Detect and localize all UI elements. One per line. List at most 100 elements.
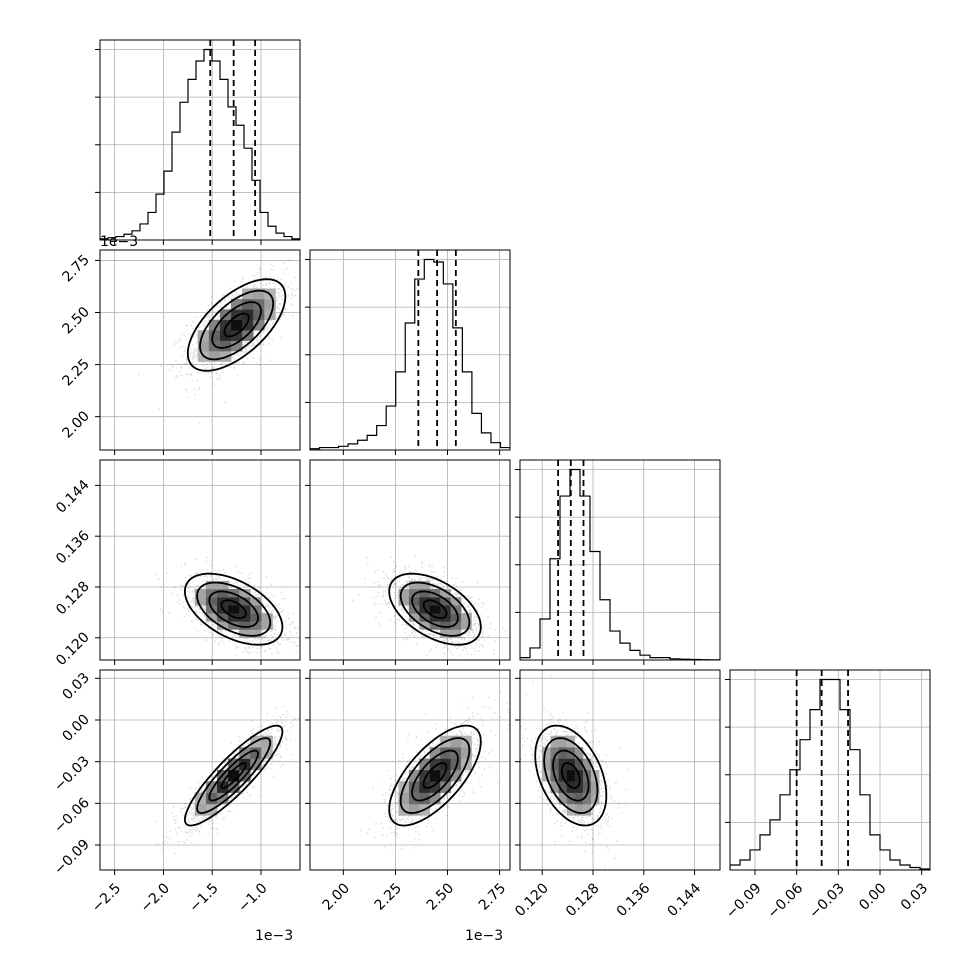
density-cell (250, 597, 262, 606)
density-cell (239, 747, 251, 759)
density-cell (398, 589, 410, 598)
density-cell (542, 758, 551, 771)
contour-level-0 (422, 599, 448, 619)
y-tick-label-2: 0.136 (53, 528, 93, 568)
contour-level-1 (208, 590, 259, 628)
density-cell (429, 758, 441, 771)
scatter-panel-3-2 (520, 670, 720, 870)
density-cell (205, 792, 218, 805)
x-tick-label-1: 2.25 (372, 880, 405, 913)
x-tick-label-0: −2.0 (138, 880, 173, 915)
density-cell (408, 597, 420, 606)
density-cell (231, 319, 243, 331)
density-cell (239, 621, 251, 630)
offset-label-x-p1: 1e−3 (465, 928, 503, 944)
density-cell (582, 803, 592, 816)
density-cell (574, 803, 584, 816)
density-cell (450, 769, 462, 782)
contour-level-0 (561, 762, 581, 790)
density-cell (440, 621, 451, 630)
density-cell (419, 613, 431, 622)
density-cell (450, 605, 462, 614)
contour-level-1 (211, 301, 262, 349)
density-cell (440, 629, 451, 638)
density-cell (408, 803, 420, 816)
density-cell (419, 589, 431, 598)
offset-label-x-p0: 1e−3 (255, 928, 293, 944)
density-cell (408, 589, 420, 598)
density-cell (408, 613, 420, 622)
y-tick-label-2: 0.120 (53, 629, 93, 669)
density-cell (566, 769, 576, 782)
density-cell (429, 781, 441, 793)
contour-level-2 (196, 737, 272, 815)
density-cell (429, 769, 441, 782)
density-cell (558, 747, 568, 759)
density-cell (194, 589, 207, 598)
contour-level-3 (388, 572, 482, 646)
density-cell (450, 629, 462, 638)
x-tick-label-3: 0.00 (856, 880, 889, 913)
y-tick-label-1: 2.75 (59, 252, 92, 285)
histogram-panel-3 (730, 670, 930, 870)
density-cell (205, 613, 218, 622)
density-cell (242, 288, 254, 300)
density-cell (550, 747, 559, 759)
density-cell (250, 621, 262, 630)
density-cell (264, 298, 276, 310)
density-cell (205, 580, 218, 590)
density-cell (205, 597, 218, 606)
x-tick-label-0: −2.5 (89, 880, 124, 915)
density-cell (461, 747, 472, 759)
density-cell (440, 769, 451, 782)
y-tick-label-1: 2.50 (59, 304, 92, 337)
contour-level-1 (208, 749, 259, 802)
offset-label-y-p1: 1e−3 (100, 234, 138, 250)
density-cell (250, 747, 262, 759)
density-cell (261, 613, 273, 622)
histogram-step-3 (730, 678, 930, 870)
contour-level-1 (411, 749, 459, 802)
density-cell (461, 613, 472, 622)
scatter-panel-2-1 (310, 460, 510, 660)
density-cell (450, 735, 462, 748)
contour-level-2 (543, 737, 599, 814)
density-cell (550, 735, 559, 748)
contour-level-0 (220, 599, 247, 619)
density-cell (242, 298, 254, 310)
density-cell (590, 792, 600, 805)
density-cell (574, 758, 584, 771)
contour-level-2 (399, 737, 471, 814)
contour-level-2 (199, 289, 275, 361)
x-tick-label-3: 0.03 (898, 880, 931, 913)
scatter-points (360, 691, 510, 857)
contour-level-1 (552, 749, 590, 802)
density-cell (217, 580, 229, 590)
histogram-panel-2 (520, 460, 720, 660)
contour-level-0 (422, 762, 448, 789)
density-cell (440, 781, 451, 793)
x-tick-label-2: 0.128 (563, 880, 603, 920)
x-tick-label-3: −0.03 (806, 880, 848, 922)
contour-level-3 (183, 572, 284, 646)
x-tick-label-2: 0.136 (614, 880, 654, 920)
y-tick-label-3: 0.00 (59, 712, 92, 745)
density-cell (429, 792, 441, 805)
panel-frame (99, 39, 301, 241)
scatter-panel-3-1 (310, 670, 510, 870)
y-tick-label-3: 0.03 (59, 670, 92, 703)
panel-frame (309, 459, 511, 661)
contour-level-3 (534, 724, 608, 827)
density-cell (419, 758, 431, 771)
x-tick-label-3: −0.06 (765, 880, 807, 922)
density-cell (542, 747, 551, 759)
density-cell (398, 792, 410, 805)
density-cell (429, 605, 441, 614)
density-cell (194, 803, 207, 816)
density-cell (242, 319, 254, 331)
density-cell (231, 298, 243, 310)
density-cell (217, 589, 229, 598)
density-cell (450, 621, 462, 630)
density-cell (253, 288, 265, 300)
